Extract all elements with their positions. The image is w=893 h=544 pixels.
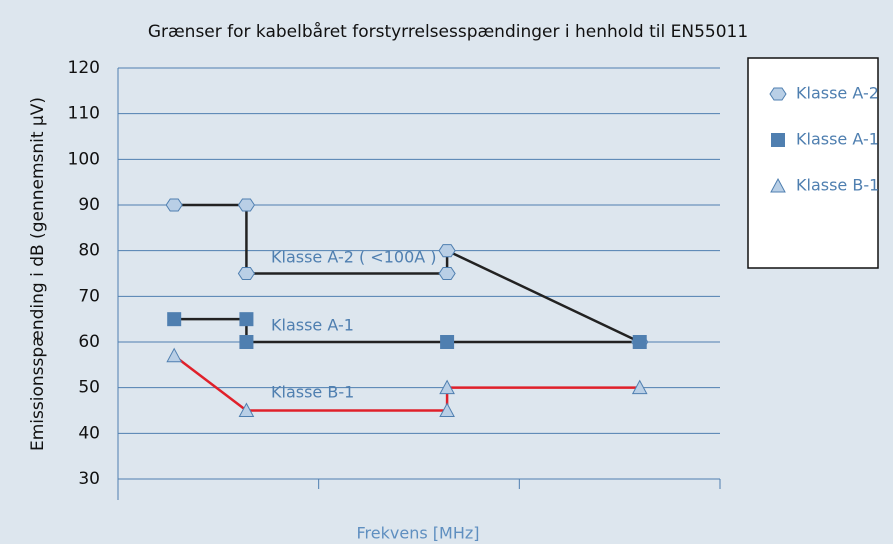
series-line [174,203,641,344]
marker [237,266,256,281]
marker [167,312,182,327]
y-tick-label: 110 [68,104,100,124]
legend-marker [770,177,786,193]
y-tick-label: 100 [68,149,100,169]
y-tick-label: 30 [78,469,100,489]
y-tick-label: 60 [78,332,100,352]
marker [438,244,456,258]
marker [439,379,455,395]
marker [438,266,456,281]
legend-box [747,57,879,269]
y-tick-label: 40 [78,423,100,443]
legend-label: Klasse A-2 [796,84,879,103]
annotation: Klasse B-1 [271,383,354,402]
annotation: Klasse A-1 [271,316,354,335]
legend-marker [771,133,785,147]
y-tick-label: 90 [78,195,100,215]
x-axis-label: Frekvens [MHz] [357,524,480,543]
marker [631,379,648,395]
y-axis-label: Emissionsspænding i dB (gennemsnit µV) [28,97,48,451]
y-tick-label: 70 [78,286,100,306]
marker [440,335,455,349]
marker [239,335,254,349]
marker [165,198,183,212]
marker [439,402,455,417]
marker [237,198,256,212]
marker [239,312,254,327]
legend-label: Klasse A-1 [796,130,879,149]
annotation: Klasse A-2 ( <100A ) [271,248,437,267]
chart-title: Grænser for kabelbåret forstyrrelsesspæn… [148,21,748,42]
y-tick-label: 120 [68,58,100,78]
marker [238,402,255,417]
marker [632,335,647,349]
legend-label: Klasse B-1 [796,176,879,195]
y-tick-label: 50 [78,378,100,398]
legend-marker [769,87,787,101]
series-line [173,354,640,412]
marker [166,347,183,363]
y-tick-label: 80 [78,241,100,261]
